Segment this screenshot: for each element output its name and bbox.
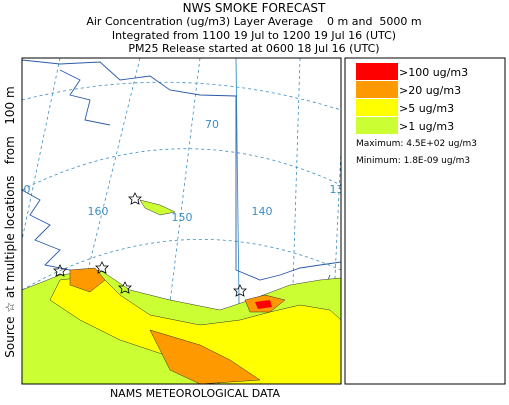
legend: Maximum: 4.5E+02 ug/m3 Minimum: 1.8E-09 …	[344, 57, 506, 385]
graticule-label: 150	[172, 211, 193, 224]
legend-label: >100 ug/m3	[399, 66, 468, 79]
legend-swatch	[356, 81, 398, 98]
graticule-label: 160	[88, 205, 109, 218]
map: 170 160 150 140 130 70	[10, 57, 351, 385]
legend-swatch	[356, 117, 398, 134]
subtitle: PM25 Release started at 0600 18 Jul 16 (…	[128, 42, 379, 55]
legend-swatch	[356, 99, 398, 116]
graticule-label: 140	[252, 205, 273, 218]
legend-label: >20 ug/m3	[399, 84, 461, 97]
source-markers	[53, 192, 247, 297]
title: NWS SMOKE FORECAST	[183, 1, 326, 15]
footer: NAMS METEOROLOGICAL DATA	[110, 387, 281, 400]
minimum: Minimum: 1.8E-09 ug/m3	[356, 156, 470, 166]
subtitle: Air Concentration (ug/m3) Layer Average …	[86, 15, 421, 28]
smoke-plume	[22, 199, 341, 384]
graticule-label: 70	[205, 118, 219, 131]
legend-swatch	[356, 63, 398, 80]
legend-label: >1 ug/m3	[399, 120, 454, 133]
graticule-label: 170	[10, 183, 31, 196]
legend-label: >5 ug/m3	[399, 102, 454, 115]
maximum: Maximum: 4.5E+02 ug/m3	[356, 139, 477, 149]
subtitle: Integrated from 1100 19 Jul to 1200 19 J…	[112, 29, 396, 42]
source-label: Source ☆ at multiple locations from 100 …	[3, 86, 17, 357]
graticule-label: 130	[330, 183, 351, 196]
